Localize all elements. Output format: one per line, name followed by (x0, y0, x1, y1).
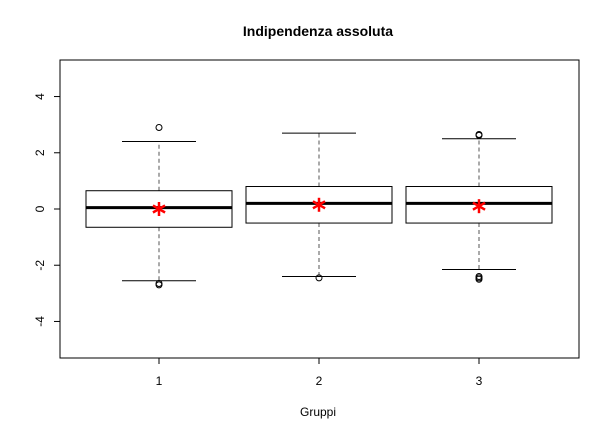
y-tick-label: 0 (33, 205, 47, 212)
outlier-point (475, 275, 483, 283)
mean-marker-stroke (472, 201, 486, 211)
mean-marker (312, 197, 326, 212)
mean-marker-stroke (312, 200, 326, 210)
outlier-point (155, 281, 163, 289)
boxes (85, 123, 553, 289)
y-tick-label: 2 (33, 149, 47, 156)
x-axis: 1 2 3 (156, 358, 483, 388)
box-group (85, 123, 233, 289)
y-axis: 4 2 0 -2 -4 (33, 93, 60, 327)
x-tick-label: 3 (476, 374, 483, 388)
chart-title: Indipendenza assoluta (243, 23, 393, 39)
box-group (405, 131, 553, 283)
box-group (245, 132, 393, 282)
y-tick-label: 4 (33, 93, 47, 100)
mean-marker (152, 202, 166, 216)
x-axis-label: Gruppi (300, 405, 336, 419)
mean-marker-stroke (152, 204, 166, 214)
x-tick-label: 1 (156, 374, 163, 388)
outlier-point (155, 123, 163, 131)
mean-marker (472, 199, 486, 214)
x-tick-label: 2 (316, 374, 323, 388)
outlier-point (475, 131, 483, 139)
outlier-point (315, 274, 323, 282)
y-tick-label: -2 (33, 260, 47, 271)
y-tick-label: -4 (33, 316, 47, 327)
